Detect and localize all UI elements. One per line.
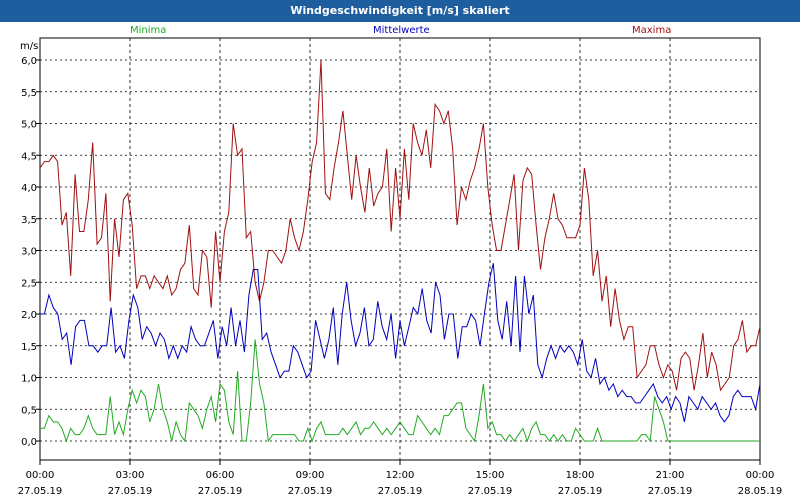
y-tick-label: 3,0: [21, 247, 37, 258]
y-tick-label: 2,5: [21, 278, 37, 289]
x-tick-time: 06:00: [206, 470, 235, 481]
x-tick-date: 27.05.19: [18, 486, 63, 497]
x-tick-date: 27.05.19: [468, 486, 513, 497]
x-tick-time: 18:00: [566, 470, 595, 481]
x-tick-time: 00:00: [26, 470, 55, 481]
x-tick-date: 27.05.19: [378, 486, 423, 497]
y-tick-label: 3,5: [21, 215, 37, 226]
chart-title: Windgeschwindigkeit [m/s] skaliert: [0, 0, 800, 22]
x-tick-date: 27.05.19: [648, 486, 693, 497]
x-tick-date: 27.05.19: [288, 486, 333, 497]
x-tick-date: 27.05.19: [558, 486, 603, 497]
x-tick-time: 03:00: [116, 470, 145, 481]
legend-mittelwerte: Mittelwerte: [373, 25, 430, 36]
y-tick-label: 0,5: [21, 405, 37, 416]
y-tick-label: 2,0: [21, 310, 37, 321]
x-tick-time: 21:00: [656, 470, 685, 481]
y-tick-label: 4,0: [21, 183, 37, 194]
y-tick-label: 5,0: [21, 120, 37, 131]
y-tick-label: 1,0: [21, 374, 37, 385]
series-line-minima: [40, 339, 760, 443]
legend-minima: Minima: [130, 25, 167, 36]
y-tick-label: 1,5: [21, 342, 37, 353]
y-tick-label: 0,0: [21, 437, 37, 448]
y-tick-label: 4,5: [21, 151, 37, 162]
x-tick-time: 15:00: [476, 470, 505, 481]
series-line-maxima: [39, 59, 761, 392]
x-tick-time: 00:00: [746, 470, 775, 481]
x-tick-time: 09:00: [296, 470, 325, 481]
y-tick-label: 6,0: [21, 56, 37, 67]
x-tick-date: 27.05.19: [108, 486, 153, 497]
series-line-mittelwerte: [40, 263, 761, 423]
x-tick-date: 27.05.19: [198, 486, 243, 497]
y-axis-unit: m/s: [20, 41, 39, 52]
x-tick-date: 28.05.19: [738, 486, 783, 497]
y-tick-label: 5,5: [21, 88, 37, 99]
legend-maxima: Maxima: [632, 25, 672, 36]
x-tick-time: 12:00: [386, 470, 415, 481]
